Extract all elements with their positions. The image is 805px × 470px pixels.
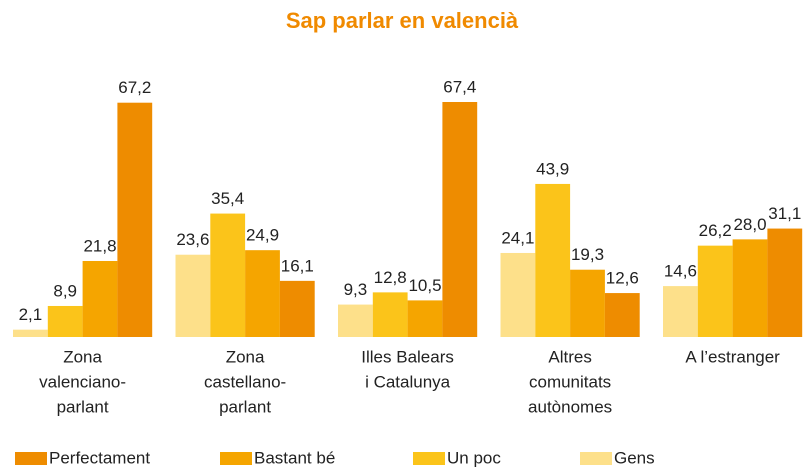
x-tick-label: autònomes (528, 397, 612, 416)
bar (535, 183, 571, 337)
bar (570, 269, 605, 337)
value-label: 31,1 (768, 204, 801, 223)
value-label: 21,8 (83, 236, 116, 255)
bar (245, 250, 280, 337)
x-tick-label: Zona (226, 347, 265, 366)
value-label: 26,2 (699, 221, 732, 240)
bar (663, 286, 698, 337)
value-label: 10,5 (408, 276, 441, 295)
bar (82, 260, 118, 337)
legend-swatch (580, 452, 612, 465)
bar (732, 239, 768, 337)
bar (604, 293, 640, 337)
value-label: 28,0 (733, 215, 766, 234)
x-tick-label: parlant (57, 397, 109, 416)
value-label: 16,1 (281, 256, 314, 275)
bar (279, 280, 315, 337)
bar (47, 305, 83, 337)
value-label: 14,6 (664, 262, 697, 281)
legend-label: Bastant bé (254, 448, 335, 467)
value-label: 67,4 (443, 77, 476, 96)
bar (697, 245, 733, 337)
value-label: 43,9 (536, 159, 569, 178)
x-tick-label: i Catalunya (365, 372, 451, 391)
chart-title: Sap parlar en valencià (286, 8, 519, 33)
value-label: 67,2 (118, 78, 151, 97)
bar (372, 292, 408, 337)
bar (767, 228, 803, 337)
bar (442, 102, 478, 337)
legend-swatch (220, 452, 252, 465)
x-tick-label: Altres (548, 347, 591, 366)
legend-label: Gens (614, 448, 655, 467)
bar (117, 102, 153, 337)
x-tick-label: Zona (63, 347, 102, 366)
value-label: 35,4 (211, 189, 244, 208)
value-label: 19,3 (571, 245, 604, 264)
value-label: 12,6 (606, 269, 639, 288)
bar (500, 252, 536, 337)
value-label: 12,8 (374, 268, 407, 287)
legend-label: Un poc (447, 448, 501, 467)
value-label: 24,1 (501, 228, 534, 247)
x-tick-label: castellano- (204, 372, 286, 391)
legend-label: Perfectament (49, 448, 150, 467)
bar (338, 304, 373, 337)
legend-swatch (15, 452, 47, 465)
value-label: 23,6 (176, 230, 209, 249)
x-tick-label: comunitats (529, 372, 611, 391)
value-label: 2,1 (19, 305, 43, 324)
x-tick-label: A l’estranger (685, 347, 780, 366)
bar (210, 213, 246, 337)
legend-swatch (413, 452, 445, 465)
x-tick-label: Illes Balears (361, 347, 454, 366)
bar (407, 300, 443, 337)
value-label: 9,3 (344, 280, 368, 299)
value-label: 8,9 (53, 281, 77, 300)
value-label: 24,9 (246, 226, 279, 245)
bar (13, 329, 48, 337)
x-tick-label: valenciano- (39, 372, 126, 391)
x-tick-label: parlant (219, 397, 271, 416)
bar (175, 254, 211, 337)
